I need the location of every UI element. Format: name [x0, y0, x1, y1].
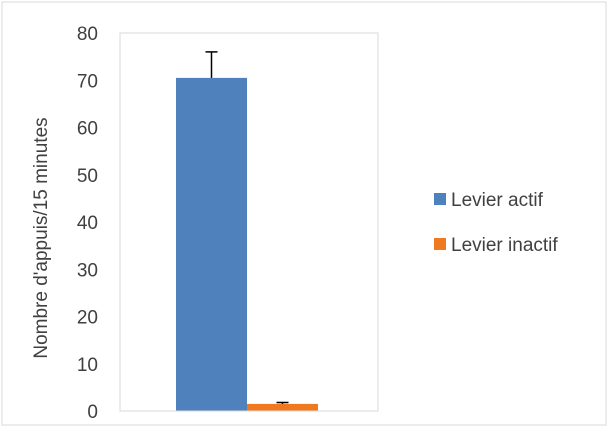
- legend-swatch: [434, 238, 446, 250]
- y-axis-label: Nombre d'appuis/15 minutes: [31, 117, 52, 358]
- y-tick-label: 20: [77, 308, 98, 329]
- legend-swatch: [434, 193, 446, 205]
- legend-label: Levier inactif: [451, 235, 558, 256]
- legend-label: Levier actif: [451, 190, 544, 211]
- plot-area: 0 10 20 30 40 50 60 70 80: [77, 24, 379, 423]
- y-tick-label: 60: [77, 119, 98, 140]
- y-tick-label: 30: [77, 260, 98, 281]
- chart-border: [1, 1, 607, 426]
- y-tick-label: 70: [77, 71, 98, 92]
- y-tick-label: 0: [87, 402, 98, 423]
- legend: Levier actif Levier inactif: [434, 190, 558, 256]
- y-tick-label: 80: [77, 24, 98, 45]
- y-tick-label: 40: [77, 213, 98, 234]
- y-tick-label: 50: [77, 166, 98, 187]
- bar: [176, 77, 247, 411]
- bar: [247, 403, 318, 411]
- y-tick-label: 10: [77, 355, 98, 376]
